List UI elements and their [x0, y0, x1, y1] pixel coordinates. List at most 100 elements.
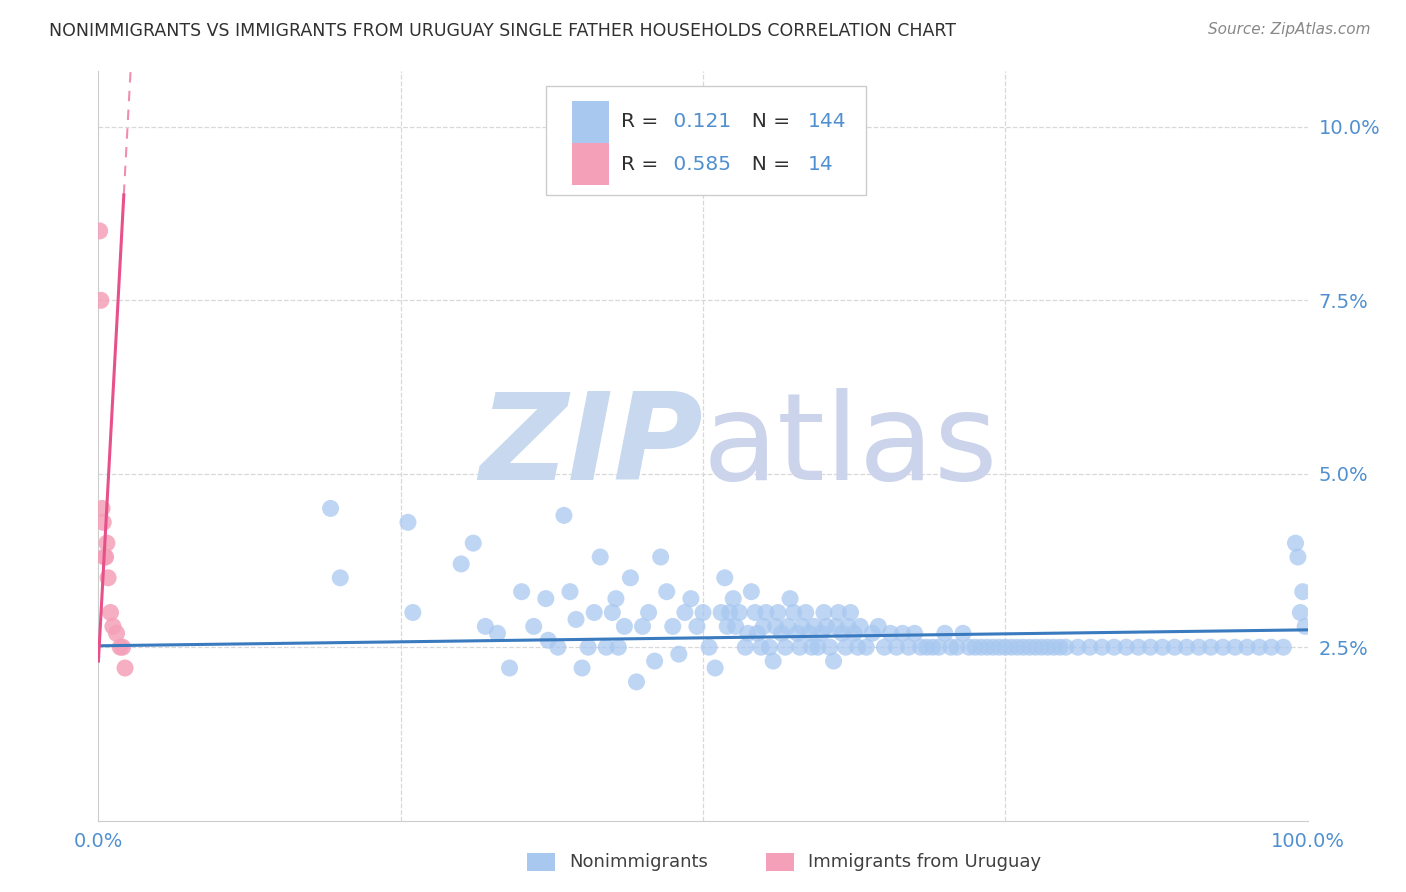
Point: [939, 640, 962, 655]
Point: [1188, 640, 1211, 655]
Point: [534, 591, 557, 606]
Point: [915, 640, 938, 655]
Point: [1000, 640, 1022, 655]
Point: [91, 516, 114, 530]
Point: [813, 606, 835, 620]
Point: [1091, 640, 1114, 655]
Point: [946, 640, 969, 655]
Point: [329, 571, 352, 585]
Point: [583, 606, 606, 620]
Point: [755, 606, 778, 620]
Point: [1212, 640, 1234, 655]
Point: [1260, 640, 1282, 655]
Point: [474, 619, 496, 633]
Point: [747, 626, 769, 640]
Text: atlas: atlas: [703, 387, 998, 505]
Point: [1284, 536, 1306, 550]
Point: [463, 536, 485, 550]
Point: [96, 536, 118, 550]
Point: [934, 626, 956, 640]
Point: [100, 606, 122, 620]
Point: [644, 654, 666, 668]
Point: [111, 640, 134, 655]
Text: ZIP: ZIP: [479, 387, 703, 505]
Point: [981, 640, 1004, 655]
Point: [619, 571, 641, 585]
Point: [661, 619, 683, 633]
Point: [910, 640, 932, 655]
Point: [818, 640, 841, 655]
Point: [655, 584, 678, 599]
Point: [589, 549, 612, 564]
Text: Source: ZipAtlas.com: Source: ZipAtlas.com: [1208, 22, 1371, 37]
Point: [891, 626, 914, 640]
Point: [553, 508, 575, 523]
Point: [758, 640, 780, 655]
Point: [1031, 640, 1053, 655]
Point: [97, 571, 120, 585]
Point: [773, 640, 796, 655]
Point: [779, 591, 801, 606]
Point: [846, 640, 869, 655]
Point: [957, 640, 980, 655]
Point: [776, 619, 799, 633]
Text: 0.585: 0.585: [666, 154, 731, 174]
Point: [105, 626, 128, 640]
Point: [1067, 640, 1090, 655]
Point: [1102, 640, 1125, 655]
Point: [93, 549, 115, 564]
Point: [815, 619, 838, 633]
Point: [724, 619, 747, 633]
Point: [1289, 606, 1312, 620]
Point: [807, 640, 830, 655]
Point: [1054, 640, 1077, 655]
Bar: [572, 144, 609, 185]
Point: [602, 606, 624, 620]
Point: [723, 591, 745, 606]
Point: [718, 606, 741, 620]
Point: [114, 661, 136, 675]
Point: [595, 640, 617, 655]
Point: [810, 626, 832, 640]
Point: [396, 516, 419, 530]
Point: [1042, 640, 1064, 655]
Point: [752, 619, 775, 633]
Text: 0.121: 0.121: [666, 112, 731, 131]
Point: [319, 501, 342, 516]
Point: [1272, 640, 1295, 655]
Point: [770, 626, 793, 640]
Point: [831, 626, 853, 640]
Point: [749, 640, 772, 655]
Point: [988, 640, 1011, 655]
Point: [792, 619, 814, 633]
Point: [101, 619, 124, 633]
Point: [1163, 640, 1185, 655]
Point: [728, 606, 751, 620]
Point: [839, 606, 862, 620]
Point: [686, 619, 709, 633]
Point: [1152, 640, 1174, 655]
Point: [1236, 640, 1258, 655]
Point: [868, 619, 890, 633]
Point: [886, 640, 908, 655]
Point: [789, 640, 811, 655]
Point: [1049, 640, 1071, 655]
Text: 144: 144: [808, 112, 846, 131]
Point: [904, 626, 927, 640]
Point: [450, 557, 472, 571]
Point: [710, 606, 733, 620]
Point: [834, 640, 856, 655]
Point: [800, 640, 823, 655]
Point: [1286, 549, 1309, 564]
Point: [1115, 640, 1137, 655]
Text: N =: N =: [740, 112, 797, 131]
Point: [849, 619, 872, 633]
Point: [1128, 640, 1150, 655]
Point: [650, 549, 672, 564]
Point: [510, 584, 533, 599]
Point: [1294, 619, 1316, 633]
Point: [765, 619, 787, 633]
Point: [921, 640, 943, 655]
Point: [692, 606, 714, 620]
Point: [402, 606, 425, 620]
